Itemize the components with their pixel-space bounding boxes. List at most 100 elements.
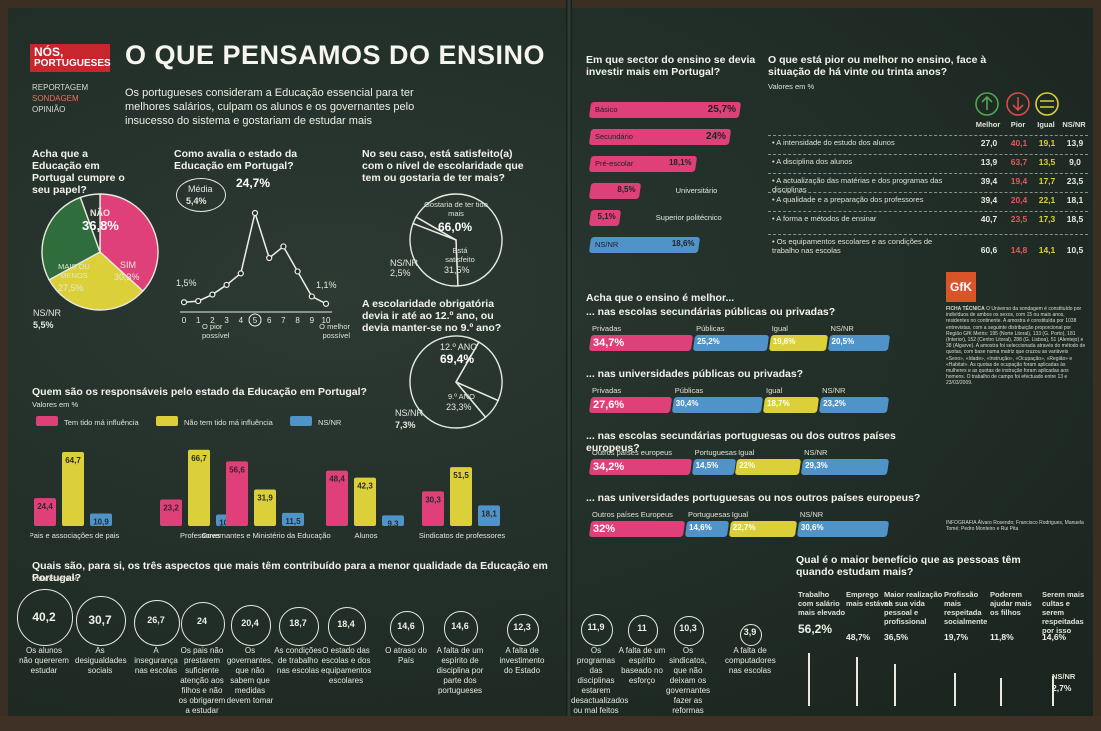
group-1-value-0: 27,6%	[593, 399, 625, 411]
bar-label-0-1: 64,7	[65, 456, 81, 465]
group-0-value-3: 20,5%	[831, 337, 855, 346]
aspecto-label-11: A falta de um espírito baseado no esforç…	[618, 646, 666, 685]
group-0-value-1: 25,2%	[697, 337, 720, 346]
benefit-label-4: Poderem ajudar mais os filhos	[990, 590, 1032, 617]
pie1-slice-0	[99, 193, 159, 293]
table-cell-1-2: 13,5	[1038, 157, 1056, 167]
table-row-label-5: • Os equipamentos escolares e as condiçõ…	[772, 237, 933, 255]
bar-label-2-0: 56,6	[229, 465, 245, 474]
aspecto-value-10: 11,9	[587, 622, 605, 633]
group-3-value-3: 30,6%	[800, 523, 824, 532]
q-beneficio: Qual é o maior benefício que as pessoas …	[796, 554, 1021, 578]
benefit-value-4: 11,8%	[990, 632, 1014, 642]
group-3-value-2: 22,7%	[732, 523, 756, 532]
col-igual: Igual	[1037, 120, 1055, 129]
group-0-value-2: 19,6%	[772, 337, 796, 346]
legend-notbad: Não tem tido má influência	[184, 418, 273, 427]
benefit-value-5: 14,6%	[1042, 632, 1067, 642]
pie3-value-gostaria: 66,0%	[438, 220, 473, 234]
bar-0-2	[90, 513, 112, 526]
group-2-category-2: Igual	[738, 448, 755, 457]
line-point-1	[195, 297, 202, 305]
bar-3-1	[354, 477, 376, 526]
group-3-category-1: Portuguesas	[688, 510, 731, 519]
xlabel-melhor: O melhor possível	[319, 322, 350, 340]
line-point-4	[237, 270, 244, 277]
table-cell-3-2: 22,1	[1038, 195, 1056, 205]
benefit-arrow-0	[808, 653, 810, 706]
sector-category-2: Pré-escolar	[595, 159, 634, 168]
table-cell-5-0: 60,6	[980, 245, 998, 255]
line-tick-2: 2	[210, 316, 215, 325]
pie4-label-9: 9.º ANO	[448, 392, 475, 401]
legend-swatch-nsnr	[290, 416, 312, 426]
section-menu: REPORTAGEM SONDAGEM OPINIÃO	[32, 82, 107, 115]
q-sector: Em que sector do ensino se devia investi…	[586, 54, 756, 78]
aspecto-value-6: 18,4	[337, 618, 355, 629]
table-row-line-3	[768, 192, 1088, 193]
group-title-2: ... nas escolas secundárias portuguesas …	[586, 430, 896, 454]
group-1-category-2: Igual	[766, 386, 783, 395]
q-avalia-estado: Como avalia o estado da Educação em Port…	[174, 148, 298, 172]
line-tick-4: 4	[239, 316, 244, 325]
table-cell-1-3: 9,0	[1069, 157, 1081, 167]
group-2-value-2: 22%	[739, 461, 756, 470]
menu-item-reportagem[interactable]: REPORTAGEM	[32, 83, 89, 92]
table-cell-3-3: 18,1	[1066, 195, 1084, 205]
arrow-down-icon	[1012, 97, 1024, 112]
aspecto-label-6: O estado das escolas e dos equipamentos …	[321, 646, 372, 685]
group-title-0: ... nas escolas secundárias públicas ou …	[586, 306, 836, 318]
sector-category-4: Superior politécnico	[655, 213, 722, 222]
table-row-label-0: • A intensidade do estudo dos alunos	[772, 138, 895, 147]
table-row-line-1	[768, 154, 1088, 155]
gfk-logo: GfK	[946, 272, 976, 302]
logo-line-2: PORTUGUESES	[34, 58, 111, 69]
aspecto-label-0: Os alunos não quererem estudar	[19, 646, 69, 675]
line-point-10	[322, 300, 330, 307]
benefit-arrow-4	[1000, 677, 1002, 706]
menu-item-sondagem[interactable]: SONDAGEM	[32, 94, 79, 103]
table-cell-2-3: 23,5	[1066, 176, 1084, 186]
table-cell-1-1: 63,7	[1010, 157, 1028, 167]
sector-value-1: 24%	[706, 131, 727, 142]
table-cell-4-1: 23,5	[1010, 214, 1028, 224]
aspecto-circle-0	[16, 589, 74, 646]
aspecto-circle-9	[506, 613, 540, 646]
pie1-label-nao: NÃO	[90, 208, 110, 218]
menu-item-opiniao[interactable]: OPINIÃO	[32, 105, 66, 114]
pie3-value-nsnr: 2,5%	[390, 268, 411, 278]
group-1-category-0: Privadas	[592, 386, 622, 395]
bar-2-0	[226, 461, 248, 526]
bar-0-0	[34, 498, 56, 526]
q-ensino-melhor: Acha que o ensino é melhor...	[586, 292, 735, 304]
pie1-value-nao: 36,8%	[82, 218, 119, 233]
group-title-3: ... nas universidades portuguesas ou nos…	[586, 492, 921, 504]
aspecto-label-12: Os sindicatos, que não deixam os governa…	[665, 646, 711, 725]
table-row-label-4: • A forma e métodos de ensinar	[772, 214, 877, 223]
table-cell-5-2: 14,1	[1038, 245, 1056, 255]
bar-label-2-1: 31,9	[257, 494, 273, 503]
pie1-value-mais-ou-menos: 27,5%	[58, 283, 84, 293]
pie4-slice-1	[455, 341, 503, 402]
legend-swatch-notbad	[156, 416, 178, 426]
xlabel-pior: O pior possível	[202, 322, 230, 340]
bar-label-1-0: 23,2	[163, 503, 179, 512]
pie3-slice-1	[409, 222, 459, 287]
bar-label-1-1: 66,7	[191, 454, 207, 463]
line-tick-1: 1	[196, 316, 201, 325]
sector-category-3: Universitário	[675, 186, 718, 195]
group-2-value-1: 14,5%	[695, 461, 719, 470]
pie4-slice-2	[455, 381, 500, 419]
pie1-slice-1	[48, 251, 144, 311]
group-1-category-3: NS/NR	[822, 386, 846, 395]
col-melhor: Melhor	[975, 120, 1001, 129]
benefit-value-3: 19,7%	[944, 632, 969, 642]
aspecto-circle-10	[581, 614, 613, 646]
gfk-ficha-tecnica: FICHA TÉCNICA O Universo da sondagem é c…	[946, 306, 1086, 387]
aspecto-label-1: As desigualdades sociais	[75, 646, 127, 675]
gfk-text: O Universo da sondagem é constituído por…	[946, 306, 1086, 387]
bar-1-1	[188, 449, 210, 526]
line-tick-6: 6	[267, 316, 272, 325]
aspecto-value-9: 12,3	[513, 621, 531, 632]
pie3-slice-2	[412, 216, 457, 241]
